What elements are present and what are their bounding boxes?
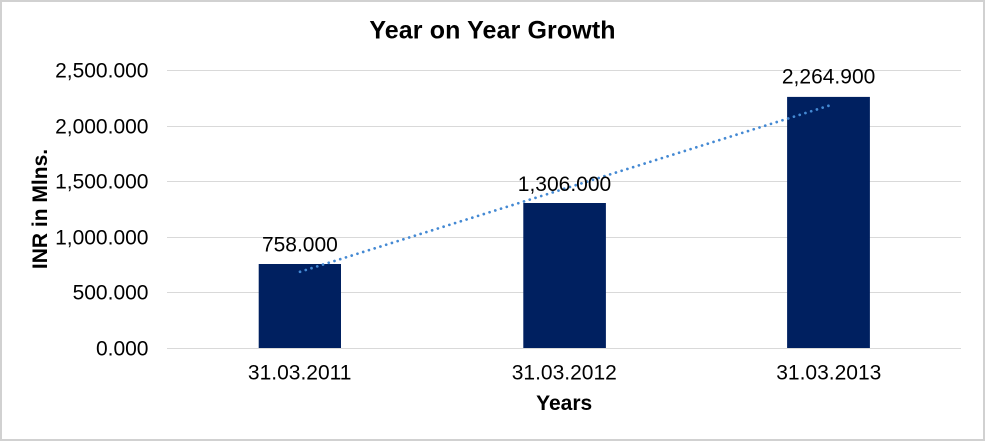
svg-text:1,000.000: 1,000.000 (55, 227, 148, 250)
svg-text:Years: Years (536, 392, 592, 415)
svg-text:1,500.000: 1,500.000 (55, 171, 148, 194)
svg-text:31.03.2012: 31.03.2012 (512, 362, 617, 385)
svg-text:1,306.000: 1,306.000 (518, 173, 611, 196)
svg-text:500.000: 500.000 (73, 282, 149, 305)
svg-text:31.03.2013: 31.03.2013 (776, 362, 881, 385)
svg-text:Year on Year Growth: Year on Year Growth (369, 17, 615, 45)
svg-text:INR in Mlns.: INR in Mlns. (29, 149, 52, 269)
svg-text:31.03.2011: 31.03.2011 (248, 362, 352, 385)
svg-text:2,500.000: 2,500.000 (55, 60, 148, 83)
svg-text:0.000: 0.000 (96, 338, 149, 361)
svg-text:2,000.000: 2,000.000 (55, 116, 148, 139)
svg-text:2,264.900: 2,264.900 (782, 66, 875, 89)
svg-text:758.000: 758.000 (262, 234, 338, 257)
